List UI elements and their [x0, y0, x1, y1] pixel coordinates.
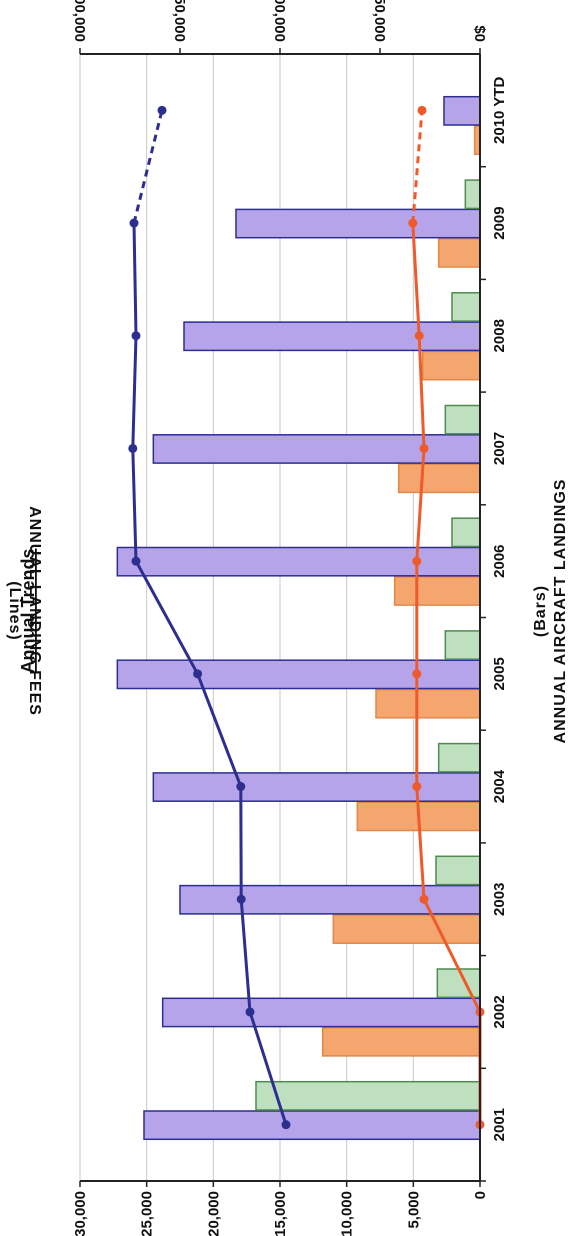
- right-tick-label: $250,000: [371, 0, 388, 42]
- line-point: [131, 331, 141, 341]
- axes: 0 5,000 10,000 15,000 20,000 25,000 30,000 $0 $2…: [6, 0, 508, 1236]
- line-point: [157, 105, 167, 115]
- line-point: [412, 556, 422, 566]
- left-tick-label: 5,000: [405, 1191, 422, 1229]
- x-tick-label: 2001: [491, 1108, 508, 1141]
- right-axis-title: ANNUAL LANDING FEES: [26, 506, 43, 716]
- left-tick-label: 10,000: [339, 1191, 356, 1236]
- line-point: [236, 782, 246, 792]
- right-axis-subtitle: (Lines): [6, 581, 23, 640]
- left-axis-title: ANNUAL AIRCRAFT LANDINGS: [552, 479, 569, 744]
- line-point: [419, 894, 429, 904]
- line-point: [412, 782, 422, 792]
- bar: [332, 914, 481, 944]
- right-tick-group: $1,000,000: [71, 0, 88, 42]
- x-tick-label: 2009: [491, 206, 508, 239]
- line-point: [128, 443, 138, 453]
- right-tick-label: $0: [471, 25, 488, 42]
- x-tick-label: 2007: [491, 432, 508, 465]
- x-tick-label: 2006: [491, 544, 508, 577]
- bar: [451, 517, 481, 548]
- x-tick-label: 2010 YTD: [491, 77, 508, 144]
- right-tick-group: $500,000: [271, 0, 288, 42]
- bar: [375, 688, 481, 719]
- x-tick-label: 2004: [491, 769, 508, 803]
- right-tick-group: $0: [471, 25, 488, 42]
- line-point: [245, 1007, 255, 1017]
- bar: [451, 292, 481, 322]
- left-tick-label: 20,000: [205, 1191, 222, 1236]
- x-tick-label: 2008: [491, 319, 508, 352]
- line-point: [193, 669, 203, 679]
- right-tick-label: $500,000: [271, 0, 288, 42]
- left-tick-label: 25,000: [139, 1191, 156, 1236]
- right-tick-group: $750,000: [171, 0, 188, 42]
- left-tick-label: 15,000: [272, 1191, 289, 1236]
- line-group: [128, 105, 485, 1130]
- left-axis-subtitle: (Bars): [532, 585, 549, 637]
- bar-group: [116, 95, 481, 1141]
- line-point: [129, 218, 139, 228]
- bar: [179, 884, 481, 915]
- line-series-projection: [411, 110, 424, 224]
- bar: [161, 997, 481, 1028]
- right-axis-title-group: ANNUAL LANDING FEES(Lines): [6, 506, 43, 716]
- bar: [255, 1080, 481, 1111]
- bar: [397, 463, 481, 494]
- x-tick-label: 2002: [491, 995, 508, 1028]
- bar: [421, 350, 481, 381]
- left-tick-label: 30,000: [72, 1191, 89, 1236]
- bar: [321, 1026, 481, 1057]
- right-tick-group: $250,000: [371, 0, 388, 42]
- x-tick-label: 2003: [491, 883, 508, 916]
- bar: [152, 434, 481, 464]
- bar: [464, 179, 481, 210]
- bar: [436, 968, 481, 999]
- line-point: [408, 218, 418, 228]
- bar: [116, 546, 481, 577]
- line-point: [281, 1120, 291, 1130]
- bar: [443, 95, 481, 126]
- bar: [444, 630, 481, 660]
- x-tick-label: 2005: [491, 657, 508, 690]
- chart-title: Annual Trends: [18, 548, 38, 673]
- line-point: [236, 894, 246, 904]
- bar: [235, 208, 481, 239]
- right-tick-label: $1,000,000: [71, 0, 88, 42]
- bar: [116, 659, 481, 690]
- bar: [143, 1110, 481, 1141]
- bar: [437, 742, 481, 773]
- line-point: [417, 105, 427, 115]
- bar: [152, 772, 481, 802]
- line-point: [419, 443, 429, 453]
- line-point: [414, 331, 424, 341]
- bar: [393, 576, 481, 606]
- left-tick-label: 0: [472, 1191, 489, 1199]
- line-series-projection: [132, 109, 164, 224]
- right-tick-label: $750,000: [171, 0, 188, 42]
- line-point: [131, 556, 141, 566]
- bar: [183, 321, 481, 352]
- bar: [437, 237, 481, 268]
- bar: [444, 404, 481, 435]
- line-point: [412, 669, 422, 679]
- bar: [435, 855, 481, 886]
